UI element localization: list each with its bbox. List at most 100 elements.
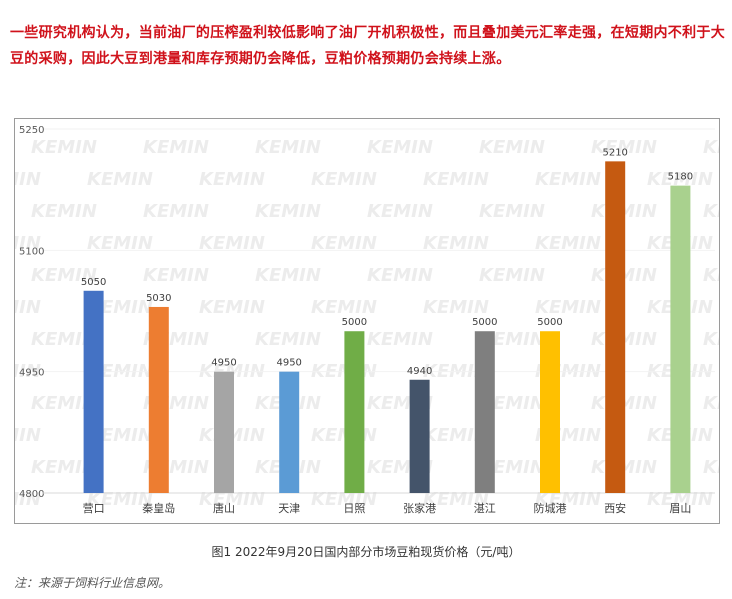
watermark-text: KEMIN: [367, 137, 433, 158]
watermark-text: KEMIN: [703, 265, 719, 286]
category-label: 眉山: [669, 502, 691, 515]
watermark-text: KEMIN: [143, 137, 209, 158]
watermark-text: KEMIN: [423, 425, 489, 446]
watermark-text: KEMIN: [479, 329, 545, 350]
watermark-text: KEMIN: [255, 329, 321, 350]
category-label: 张家港: [403, 501, 436, 515]
data-label: 5210: [602, 147, 627, 158]
category-label: 西安: [604, 501, 626, 515]
watermark-text: KEMIN: [423, 297, 489, 318]
bar: [344, 331, 365, 493]
data-label: 5180: [668, 172, 693, 183]
watermark-text: KEMIN: [311, 169, 377, 190]
watermark-text: KEMIN: [143, 201, 209, 222]
watermark-text: KEMIN: [255, 201, 321, 222]
article-intro-text: 一些研究机构认为，当前油厂的压榨盈利较低影响了油厂开机积极性，而且叠加美元汇率走…: [10, 25, 725, 67]
watermark-text: KEMIN: [703, 329, 719, 350]
data-label: 4940: [407, 366, 432, 377]
watermark-text: KEMIN: [479, 137, 545, 158]
category-label: 唐山: [213, 501, 235, 515]
bar: [474, 331, 495, 493]
chart-canvas: KEMIN KEMIN KEMIN KEMIN KEMIN KEMIN KEMIN KEMIN…: [15, 125, 719, 515]
y-tick-label: 5100: [19, 246, 44, 257]
watermark-text: KEMIN: [143, 265, 209, 286]
watermark-text: KEMIN: [479, 393, 545, 414]
watermark-text: KEMIN: [311, 425, 377, 446]
watermark-text: KEMIN: [199, 169, 265, 190]
y-axis: 4800 4950 5100 5250: [19, 125, 715, 500]
category-label: 湛江: [474, 502, 496, 515]
watermark-text: KEMIN: [423, 233, 489, 254]
category-label: 秦皇岛: [142, 501, 175, 515]
watermark-text: KEMIN: [31, 457, 97, 478]
category-label: 日照: [343, 502, 365, 515]
data-label: 4950: [211, 358, 236, 369]
watermark-text: KEMIN: [535, 169, 601, 190]
category-label: 天津: [278, 502, 300, 515]
watermark-text: KEMIN: [703, 201, 719, 222]
watermark-text: KEMIN: [647, 169, 713, 190]
watermark-text: KEMIN: [479, 457, 545, 478]
watermark-text: KEMIN: [255, 265, 321, 286]
watermark-text: KEMIN: [199, 489, 265, 510]
source-note: 注：来源于饲料行业信息网。: [14, 576, 171, 590]
category-label: 营口: [83, 501, 105, 515]
watermark-text: KEMIN: [367, 329, 433, 350]
watermark-text: KEMIN: [535, 297, 601, 318]
watermark-text: KEMIN: [15, 297, 41, 318]
watermark-text: KEMIN: [423, 489, 489, 510]
figure-caption: 图1 2022年9月20日国内部分市场豆粕现货价格（元/吨）: [211, 545, 521, 559]
data-label: 5000: [537, 317, 562, 328]
bar: [83, 290, 104, 493]
bar: [605, 161, 626, 493]
watermark-text: KEMIN: [367, 201, 433, 222]
watermark-text: KEMIN: [479, 201, 545, 222]
watermark-text: KEMIN: [703, 137, 719, 158]
bar: [670, 185, 691, 493]
watermark-text: KEMIN: [423, 169, 489, 190]
watermark-text: KEMIN: [199, 233, 265, 254]
x-axis: 营口 秦皇岛 唐山 天津 日照 张家港 湛江 防城港 西安 眉山: [83, 501, 692, 515]
watermark-text: KEMIN: [87, 169, 153, 190]
data-label: 5000: [472, 317, 497, 328]
data-label: 4950: [276, 358, 301, 369]
watermark-text: KEMIN: [703, 457, 719, 478]
y-tick-label: 4800: [19, 489, 44, 500]
watermark-text: KEMIN: [535, 489, 601, 510]
watermark-text: KEMIN: [199, 297, 265, 318]
data-label: 5000: [342, 317, 367, 328]
bar: [540, 331, 560, 493]
watermark-text: KEMIN: [31, 137, 97, 158]
bar: [409, 379, 430, 493]
data-label: 5030: [146, 293, 171, 304]
watermark-text: KEMIN: [311, 233, 377, 254]
watermark-text: KEMIN: [31, 393, 97, 414]
watermark-text: KEMIN: [31, 201, 97, 222]
watermark-text: KEMIN: [31, 329, 97, 350]
watermark-text: KEMIN: [15, 233, 41, 254]
data-label: 5050: [81, 277, 106, 288]
bars: [83, 161, 691, 493]
watermark-text: KEMIN: [15, 361, 41, 382]
watermark-text: KEMIN: [591, 137, 657, 158]
category-label: 防城港: [534, 501, 567, 515]
bar: [279, 371, 300, 493]
watermark-text: KEMIN: [87, 233, 153, 254]
y-tick-label: 5250: [19, 125, 44, 136]
watermark-text: KEMIN: [703, 393, 719, 414]
data-labels: 5050 5030 4950 4950 5000 4940 5000 5000 5210 5180: [81, 147, 693, 376]
watermark-text: KEMIN: [535, 233, 601, 254]
watermark-text: KEMIN: [87, 489, 153, 510]
price-bar-chart: KEMIN KEMIN KEMIN KEMIN KEMIN KEMIN KEMIN KEMIN…: [14, 118, 720, 524]
watermark-text: KEMIN: [31, 265, 97, 286]
watermark-text: KEMIN: [311, 489, 377, 510]
watermark-text: KEMIN: [15, 489, 41, 510]
watermark-text: KEMIN: [367, 265, 433, 286]
watermark-text: KEMIN: [15, 169, 41, 190]
watermark-text: KEMIN: [647, 489, 713, 510]
watermark-text: KEMIN: [15, 425, 41, 446]
y-tick-label: 4950: [19, 368, 44, 379]
watermark-text: KEMIN: [311, 297, 377, 318]
bar: [148, 306, 169, 493]
watermark-text: KEMIN: [255, 137, 321, 158]
